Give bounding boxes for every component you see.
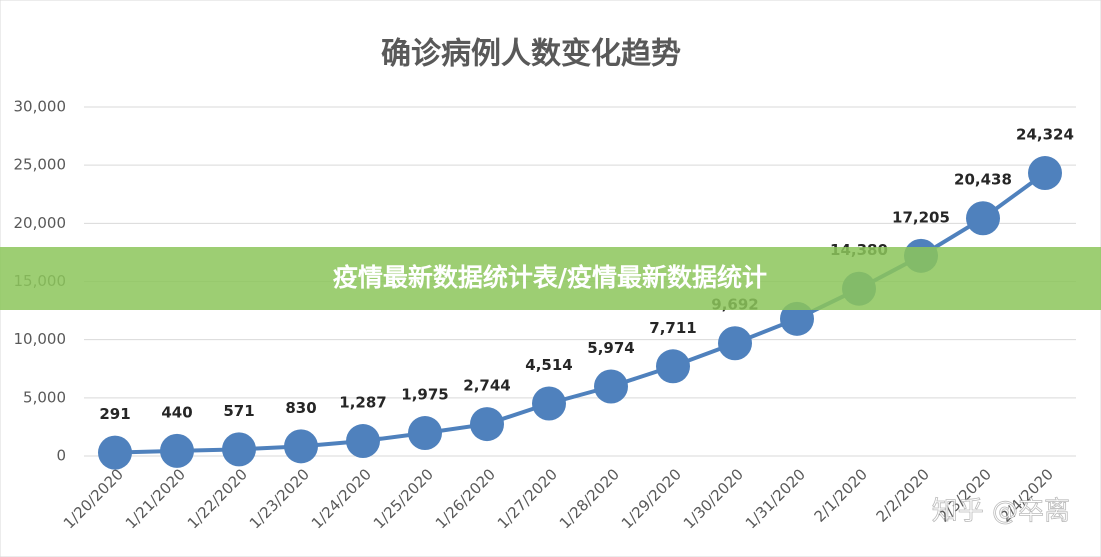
data-label: 7,711: [649, 319, 696, 337]
data-label: 1,287: [339, 394, 386, 412]
data-label: 830: [285, 399, 316, 417]
data-label: 4,514: [525, 356, 572, 374]
point: [718, 326, 752, 361]
y-tick-label: 10,000: [14, 330, 67, 348]
point: [532, 386, 566, 421]
point: [222, 432, 256, 467]
point: [594, 369, 628, 404]
point: [408, 416, 442, 451]
point: [1028, 156, 1062, 191]
watermark: 知乎 @卒离: [932, 497, 1070, 527]
banner-background: [0, 247, 1101, 310]
y-tick-label: 5,000: [23, 388, 66, 406]
data-label: 571: [223, 402, 254, 420]
point: [160, 433, 194, 468]
point: [284, 429, 318, 464]
banner-text: 疫情最新数据统计表/疫情最新数据统计: [333, 263, 767, 292]
chart-title: 确诊病例人数变化趋势: [381, 37, 681, 72]
y-tick-label: 25,000: [14, 156, 67, 174]
y-tick-label: 20,000: [14, 214, 67, 232]
point: [98, 435, 132, 470]
data-label: 2,744: [463, 377, 510, 395]
point: [656, 349, 690, 384]
data-label: 5,974: [587, 339, 634, 357]
data-label: 20,438: [954, 171, 1012, 189]
point: [966, 201, 1000, 236]
y-tick-label: 0: [56, 447, 66, 465]
data-label: 291: [99, 405, 130, 423]
data-label: 1,975: [401, 386, 448, 404]
data-label: 440: [161, 403, 192, 421]
point: [780, 301, 814, 336]
data-label: 17,205: [892, 208, 950, 226]
point: [470, 407, 504, 442]
data-label: 24,324: [1016, 126, 1074, 144]
y-tick-label: 30,000: [14, 98, 67, 116]
point: [346, 424, 380, 459]
